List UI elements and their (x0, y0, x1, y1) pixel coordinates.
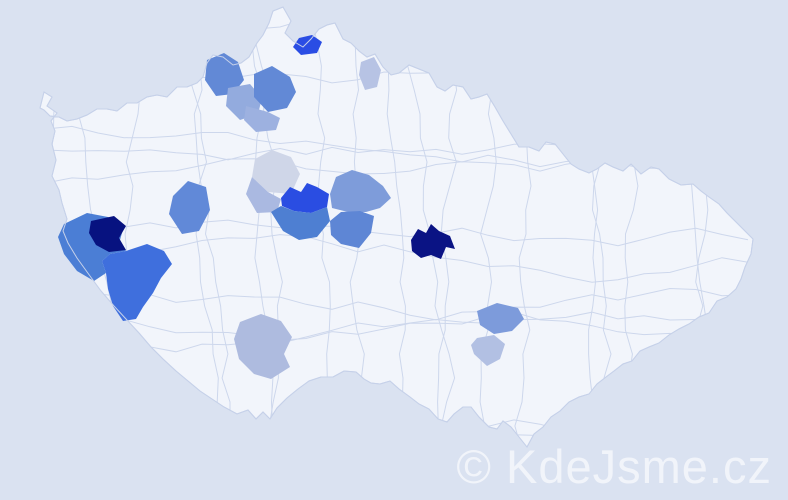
district-region-10 (281, 183, 329, 213)
district-region-13 (330, 211, 374, 248)
district-region-19 (477, 303, 524, 334)
district-region-03 (254, 66, 296, 112)
district-region-05 (293, 35, 322, 55)
district-region-09 (246, 177, 281, 213)
district-region-04 (244, 106, 280, 132)
watermark: © KdeJsme.cz (456, 440, 772, 493)
district-region-16 (89, 216, 126, 252)
district-region-20 (471, 335, 505, 366)
district-border-line (40, 311, 749, 344)
district-region-07 (169, 181, 210, 234)
district-border-line (40, 400, 749, 441)
district-border-line (40, 219, 749, 247)
district-border-line (40, 7, 56, 447)
district-border-line (40, 7, 749, 56)
country-border (39, 6, 754, 448)
district-region-18 (234, 314, 292, 379)
district-region-08 (252, 150, 300, 194)
district-region-11 (271, 206, 330, 240)
country-shape (39, 6, 754, 448)
district-region-01 (205, 53, 244, 96)
district-region-06 (359, 57, 381, 90)
highlighted-districts (58, 35, 524, 379)
district-region-12 (330, 170, 391, 212)
district-region-17 (102, 244, 172, 321)
district-region-14 (411, 224, 455, 259)
